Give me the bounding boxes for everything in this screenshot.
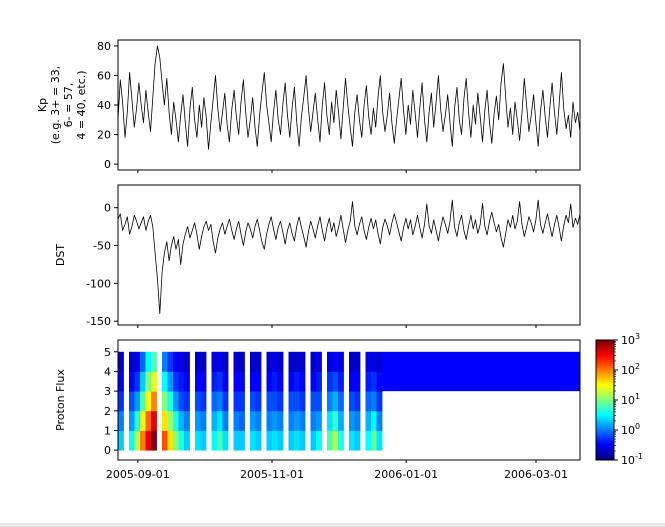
kp-panel: 0 20 40 60 80 Kp (e.g. 3+ = 33, 6- = 57, 4 = 40,… [36, 39, 581, 173]
svg-text:0: 0 [104, 444, 111, 457]
svg-text:102: 102 [621, 362, 640, 377]
svg-text:0: 0 [104, 158, 111, 171]
svg-text:100: 100 [621, 422, 640, 437]
svg-text:-100: -100 [86, 277, 111, 290]
proton-flux-heatmap [118, 351, 580, 451]
colorbar: 103 102 101 100 10-1 [595, 332, 643, 467]
svg-text:10-1: 10-1 [621, 452, 643, 467]
svg-text:DST: DST [54, 244, 67, 266]
svg-text:60: 60 [97, 69, 111, 82]
svg-text:80: 80 [97, 40, 111, 53]
svg-text:-50: -50 [93, 240, 111, 253]
svg-text:4 = 40, etc.): 4 = 40, etc.) [75, 70, 88, 139]
svg-text:2005-09-01: 2005-09-01 [106, 468, 170, 481]
x-axis: 2005-09-01 2005-11-01 2006-01-01 2006-03-01 [106, 468, 568, 481]
svg-text:6- = 57,: 6- = 57, [62, 83, 75, 128]
svg-text:4: 4 [104, 365, 111, 378]
proton-flux-panel: 0 1 2 3 4 5 Proton Flux [54, 339, 581, 463]
svg-text:2006-01-01: 2006-01-01 [374, 468, 438, 481]
svg-text:Proton Flux: Proton Flux [54, 369, 67, 431]
svg-text:40: 40 [97, 99, 111, 112]
svg-text:103: 103 [621, 332, 640, 347]
svg-text:2: 2 [104, 405, 111, 418]
svg-text:0: 0 [104, 202, 111, 215]
svg-text:2006-03-01: 2006-03-01 [504, 468, 568, 481]
svg-text:5: 5 [104, 346, 111, 359]
svg-text:Kp: Kp [36, 98, 49, 112]
svg-text:3: 3 [104, 385, 111, 398]
svg-text:(e.g. 3+ = 33,: (e.g. 3+ = 33, [49, 66, 62, 144]
svg-text:1: 1 [104, 424, 111, 437]
svg-text:2005-11-01: 2005-11-01 [240, 468, 304, 481]
svg-text:20: 20 [97, 129, 111, 142]
svg-text:-150: -150 [86, 315, 111, 328]
svg-text:101: 101 [621, 392, 640, 407]
dst-panel: 0 -50 -100 -150 DST [54, 184, 581, 328]
